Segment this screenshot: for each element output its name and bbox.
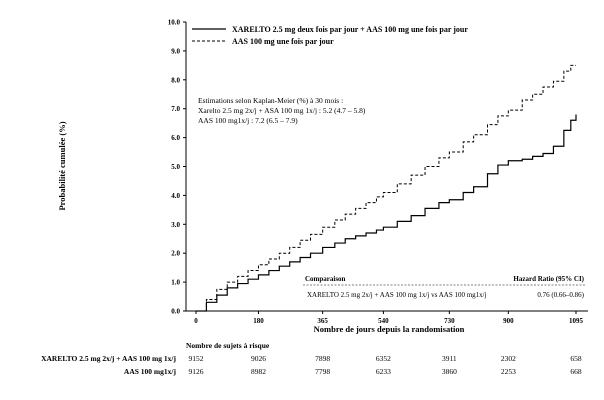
- y-tick-label: 0.0: [171, 308, 180, 316]
- y-tick-label: 6.0: [171, 134, 180, 142]
- risk-row-label: XARELTO 2.5 mg 2x/j + AAS 100 mg 1x/j: [41, 354, 176, 363]
- y-axis-label: Probabilité cumulée (%): [57, 121, 67, 210]
- legend-label-aas: AAS 100 mg une fois par jour: [232, 37, 334, 46]
- comparison-row-label: XARELTO 2.5 mg 2x/j + AAS 100 mg 1x/j vs…: [307, 291, 487, 299]
- y-tick-label: 2.0: [171, 250, 180, 258]
- series-line-xarelto: [196, 114, 577, 312]
- risk-cell: 3911: [442, 354, 457, 363]
- x-ticks: 0 180 365 540 730 900 1095: [194, 311, 584, 325]
- y-tick-label: 8.0: [171, 76, 180, 84]
- risk-cell: 668: [570, 367, 582, 376]
- y-tick-label: 10.0: [168, 19, 181, 27]
- y-tick-label: 1.0: [171, 279, 180, 287]
- x-tick-label: 180: [253, 317, 264, 325]
- risk-cell: 9026: [251, 354, 266, 363]
- x-axis-label: Nombre de jours depuis la randomisation: [314, 324, 465, 334]
- risk-cell: 7798: [315, 367, 330, 376]
- risk-cell: 3860: [442, 367, 457, 376]
- risk-row-label: AAS 100 mg1x/j: [124, 367, 177, 376]
- x-tick-label: 730: [444, 317, 455, 325]
- series-line-aas: [196, 64, 576, 312]
- risk-cell: 8982: [251, 367, 266, 376]
- x-tick-label: 540: [378, 317, 389, 325]
- risk-cell: 6233: [376, 367, 391, 376]
- legend: XARELTO 2.5 mg deux fois par jour + AAS …: [192, 25, 468, 46]
- x-tick-label: 365: [317, 317, 328, 325]
- y-tick-label: 9.0: [171, 47, 180, 55]
- x-tick-label: 900: [503, 317, 514, 325]
- legend-label-xarelto: XARELTO 2.5 mg deux fois par jour + AAS …: [232, 25, 468, 34]
- risk-cell: 6352: [376, 354, 391, 363]
- comparison-hr-header: Hazard Ratio (95% CI): [513, 275, 584, 283]
- risk-rows: XARELTO 2.5 mg 2x/j + AAS 100 mg 1x/j 915…: [41, 354, 582, 376]
- annotation-line-3: AAS 100 mg1x/j : 7.2 (6.5 – 7.9): [198, 116, 298, 125]
- annotation-line-1: Estimations selon Kaplan-Meier (%) à 30 …: [198, 96, 343, 105]
- y-tick-label: 7.0: [171, 105, 180, 113]
- comparison-title: Comparaison: [305, 275, 346, 283]
- km-annotation: Estimations selon Kaplan-Meier (%) à 30 …: [198, 96, 366, 125]
- x-tick-label: 1095: [569, 317, 584, 325]
- risk-cell: 2302: [501, 354, 516, 363]
- series-group: [196, 64, 577, 312]
- annotation-line-2: Xarelto 2.5 mg 2x/j + ASA 100 mg 1x/j : …: [198, 106, 366, 115]
- chart-axes: [185, 22, 588, 312]
- risk-cell: 9152: [189, 354, 204, 363]
- comparison-box: Comparaison Hazard Ratio (95% CI) XARELT…: [303, 275, 586, 299]
- comparison-hr-value: 0.76 (0.66–0.86): [537, 291, 584, 299]
- risk-cell: 658: [570, 354, 582, 363]
- y-tick-label: 4.0: [171, 192, 180, 200]
- risk-cell: 2253: [501, 367, 516, 376]
- x-tick-label: 0: [194, 317, 198, 325]
- risk-cell: 9126: [189, 367, 204, 376]
- y-ticks: 0.0 1.0 2.0 3.0 4.0 5.0 6.0 7.0 8.0 9.0 10.0: [168, 19, 186, 316]
- risk-table: Nombre de sujets à risque XARELTO 2.5 mg…: [41, 341, 582, 376]
- risk-table-title: Nombre de sujets à risque: [186, 341, 270, 350]
- y-tick-label: 3.0: [171, 221, 180, 229]
- risk-cell: 7898: [315, 354, 330, 363]
- y-tick-label: 5.0: [171, 163, 180, 171]
